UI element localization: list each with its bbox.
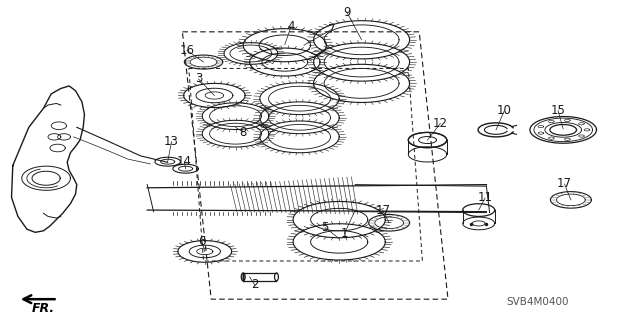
Text: 12: 12: [433, 117, 448, 130]
Text: 3: 3: [195, 72, 202, 85]
Text: 9: 9: [343, 6, 351, 19]
Text: 14: 14: [177, 155, 192, 168]
Text: 13: 13: [164, 135, 179, 148]
Text: 17: 17: [375, 204, 390, 217]
Text: 15: 15: [550, 104, 566, 117]
Text: 4: 4: [287, 19, 295, 33]
Text: 5: 5: [321, 221, 329, 234]
Text: 16: 16: [179, 44, 195, 57]
Text: 11: 11: [477, 191, 493, 204]
Text: 7: 7: [328, 23, 335, 36]
Text: 17: 17: [557, 177, 572, 190]
Text: FR.: FR.: [32, 302, 55, 315]
Text: 6: 6: [198, 235, 205, 248]
Text: SVB4M0400: SVB4M0400: [506, 297, 569, 308]
Text: 8: 8: [239, 126, 247, 138]
Text: 2: 2: [251, 278, 259, 291]
Text: 10: 10: [497, 104, 512, 117]
Ellipse shape: [241, 273, 245, 281]
Text: 1: 1: [340, 227, 348, 241]
